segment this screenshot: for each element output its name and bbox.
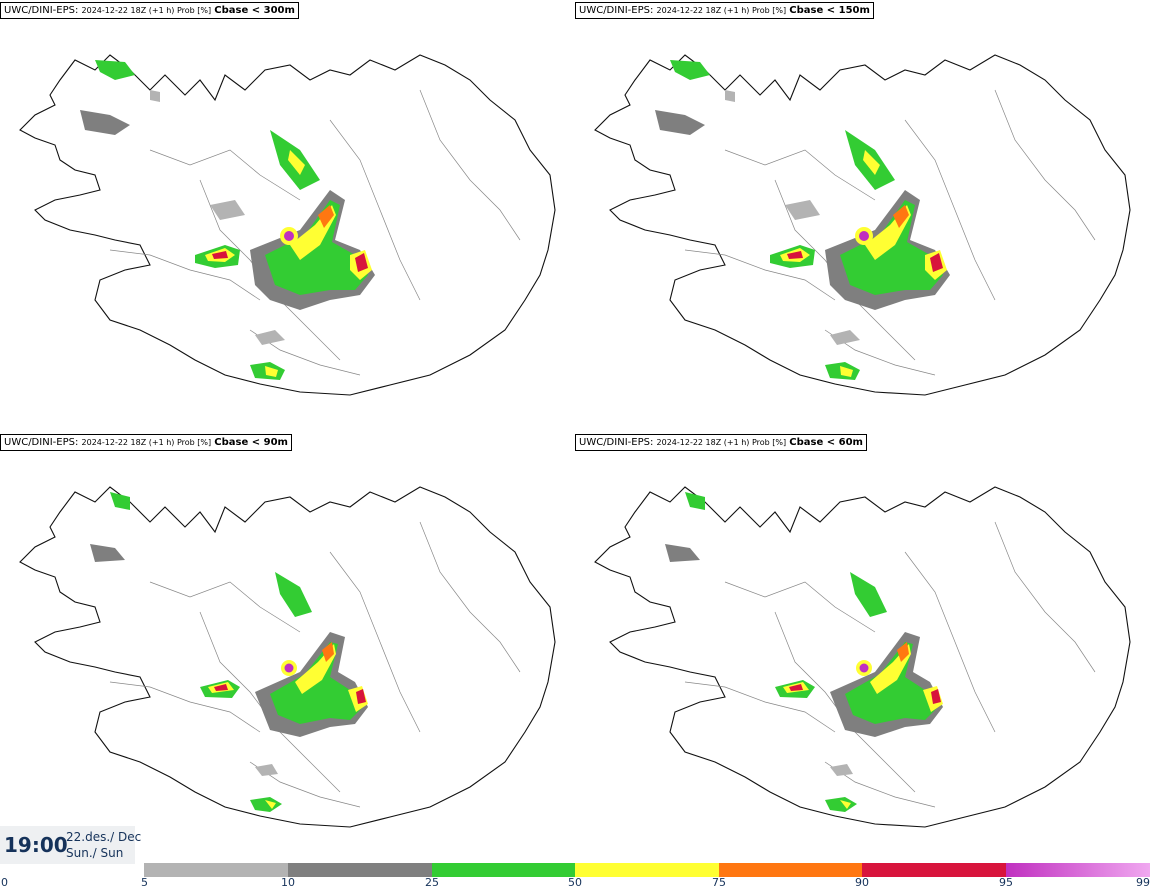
iceland-map xyxy=(19,54,556,396)
iceland-map xyxy=(594,54,1131,396)
colorbar-tick: 0 xyxy=(1,876,8,889)
panel-title: UWC/DINI-EPS: 2024-12-22 18Z (+1 h) Prob… xyxy=(0,2,299,19)
colorbar-segment-5-10 xyxy=(144,863,288,877)
map-panel-150m: UWC/DINI-EPS: 2024-12-22 18Z (+1 h) Prob… xyxy=(575,0,1150,430)
run-info: 2024-12-22 18Z (+1 h) Prob [%] xyxy=(656,6,787,15)
map-panel-300m: UWC/DINI-EPS: 2024-12-22 18Z (+1 h) Prob… xyxy=(0,0,575,430)
colorbar-segment-50-75 xyxy=(575,863,719,877)
valid-time: 19:00 xyxy=(4,833,68,857)
colorbar-segment-10-25 xyxy=(288,863,432,877)
colorbar-tick: 90 xyxy=(855,876,869,889)
map-panel-90m: UWC/DINI-EPS: 2024-12-22 18Z (+1 h) Prob… xyxy=(0,432,575,862)
colorbar-segment-90-95 xyxy=(862,863,1006,877)
threshold-label: Cbase < 60m xyxy=(789,437,863,448)
colorbar-tick: 5 xyxy=(141,876,148,889)
map-panel-60m: UWC/DINI-EPS: 2024-12-22 18Z (+1 h) Prob… xyxy=(575,432,1150,862)
threshold-label: Cbase < 90m xyxy=(214,437,288,448)
model-name: UWC/DINI-EPS xyxy=(579,437,650,448)
model-name: UWC/DINI-EPS xyxy=(4,5,75,16)
threshold-label: Cbase < 300m xyxy=(214,5,295,16)
colorbar-tick: 95 xyxy=(999,876,1013,889)
valid-date-line1: 22.des./ Dec xyxy=(66,830,142,844)
valid-time-box xyxy=(0,826,135,864)
panel-title: UWC/DINI-EPS: 2024-12-22 18Z (+1 h) Prob… xyxy=(0,434,292,451)
panel-title: UWC/DINI-EPS: 2024-12-22 18Z (+1 h) Prob… xyxy=(575,434,867,451)
model-name: UWC/DINI-EPS xyxy=(4,437,75,448)
iceland-map xyxy=(19,486,556,828)
colorbar-tick: 50 xyxy=(568,876,582,889)
model-name: UWC/DINI-EPS xyxy=(579,5,650,16)
colorbar-tick: 99 xyxy=(1136,876,1150,889)
colorbar-segment-95-99 xyxy=(1006,863,1150,877)
colorbar-tick: 10 xyxy=(281,876,295,889)
panel-title: UWC/DINI-EPS: 2024-12-22 18Z (+1 h) Prob… xyxy=(575,2,874,19)
iceland-map xyxy=(594,486,1131,828)
threshold-label: Cbase < 150m xyxy=(789,5,870,16)
colorbar-tick: 75 xyxy=(712,876,726,889)
valid-date-line2: Sun./ Sun xyxy=(66,846,124,860)
colorbar-segment-25-50 xyxy=(432,863,575,877)
run-info: 2024-12-22 18Z (+1 h) Prob [%] xyxy=(656,438,787,447)
run-info: 2024-12-22 18Z (+1 h) Prob [%] xyxy=(81,438,212,447)
colorbar-tick: 25 xyxy=(425,876,439,889)
colorbar-segment-75-90 xyxy=(719,863,862,877)
run-info: 2024-12-22 18Z (+1 h) Prob [%] xyxy=(81,6,212,15)
